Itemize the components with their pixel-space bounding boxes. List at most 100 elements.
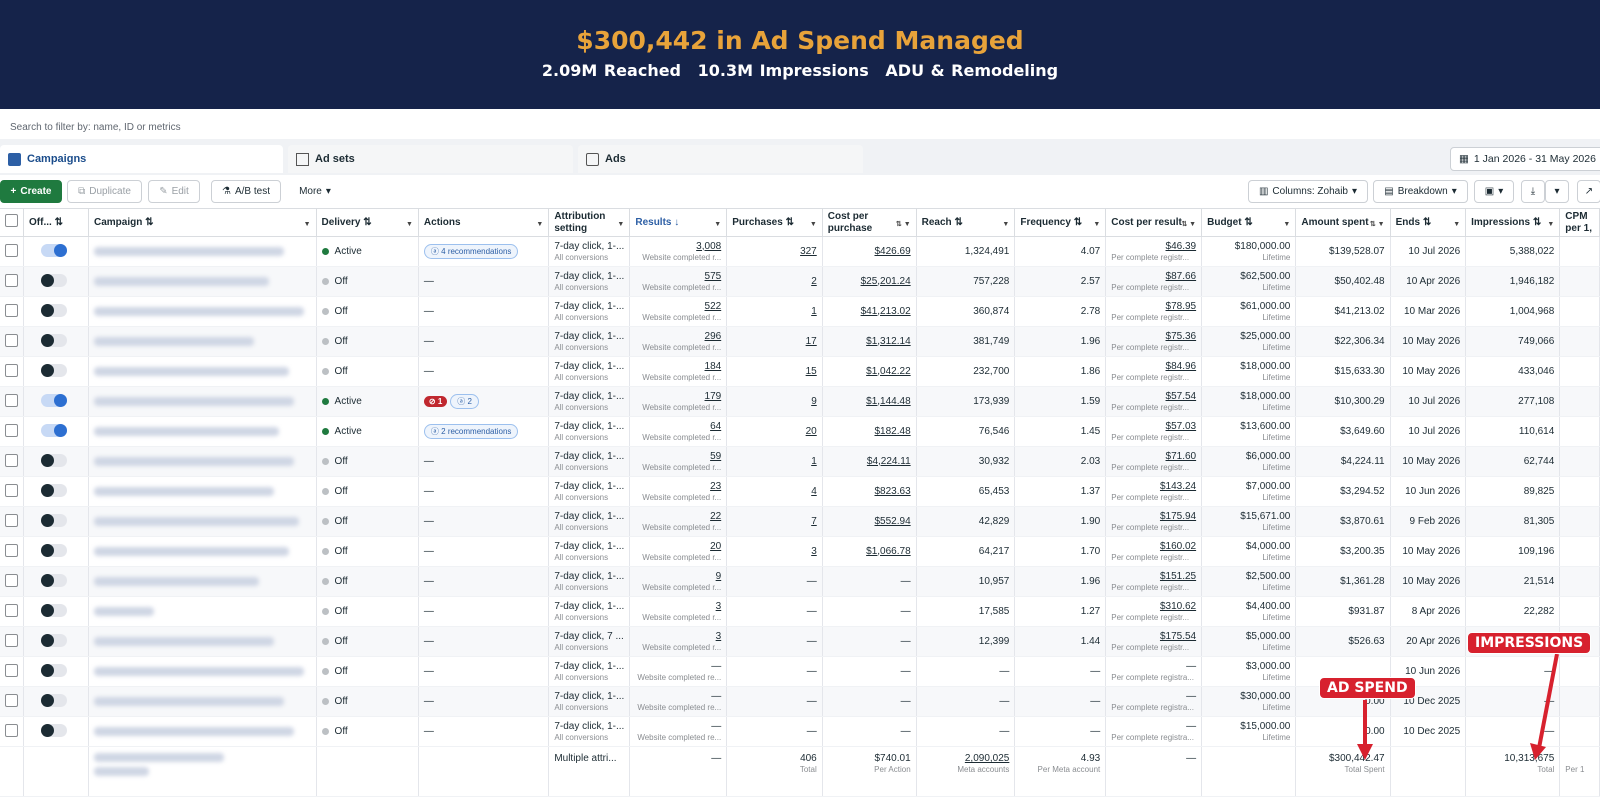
cpr-value[interactable]: $151.25 [1159, 570, 1197, 582]
row-toggle-cell[interactable] [23, 356, 89, 387]
col-reach[interactable]: Reach ⇅ ▼ [916, 208, 1016, 237]
col-menu-icon[interactable]: ▼ [1453, 221, 1461, 228]
campaign-toggle[interactable] [41, 303, 67, 317]
cpp-cell[interactable]: $1,066.78 [822, 536, 917, 567]
blurred-campaign-name[interactable] [93, 546, 289, 556]
col-menu-icon[interactable]: ▼ [405, 221, 413, 228]
row-toggle-cell[interactable] [23, 596, 89, 627]
row-checkbox-cell[interactable] [0, 356, 24, 387]
cpr-cell[interactable]: $143.24 Per complete registr... [1105, 476, 1203, 507]
campaign-name-cell[interactable] [88, 476, 317, 507]
col-cost-per-result[interactable]: Cost per result ⇅ ▼ [1105, 208, 1203, 237]
results-value[interactable]: 22 [710, 510, 722, 522]
col-ends[interactable]: Ends ⇅ ▼ [1390, 208, 1467, 237]
results-cell[interactable]: — Website completed re... [629, 656, 728, 687]
purchases-value[interactable]: — [806, 575, 817, 587]
cpr-cell[interactable]: — Per complete registra... [1105, 686, 1203, 717]
purchases-value[interactable]: — [806, 605, 817, 617]
cpr-value[interactable]: — [1186, 690, 1197, 702]
cpp-cell[interactable]: $552.94 [822, 506, 917, 537]
purchases-value[interactable]: — [806, 635, 817, 647]
export-button[interactable]: ⤓ [1521, 180, 1545, 203]
row-checkbox-cell[interactable] [0, 326, 24, 357]
results-value[interactable]: 522 [704, 300, 722, 312]
table-row[interactable]: Off —7-day click, 1-... All conversions — We… [0, 716, 1600, 747]
cpr-value[interactable]: $175.54 [1159, 630, 1197, 642]
purchases-cell[interactable]: 2 [726, 266, 823, 297]
row-checkbox[interactable] [5, 393, 18, 407]
cpr-value[interactable]: $57.54 [1165, 390, 1197, 402]
campaign-toggle[interactable] [41, 573, 67, 587]
blurred-campaign-name[interactable] [93, 696, 284, 706]
campaign-toggle[interactable] [41, 273, 67, 287]
row-checkbox[interactable] [5, 543, 18, 557]
purchases-cell[interactable]: — [726, 716, 823, 747]
campaign-name-cell[interactable] [88, 296, 317, 327]
row-toggle-cell[interactable] [23, 566, 89, 597]
cpr-cell[interactable]: $151.25 Per complete registr... [1105, 566, 1203, 597]
col-cost-per-purchase[interactable]: Cost per purchase ⇅ ▼ [822, 208, 917, 237]
cpr-cell[interactable]: $175.54 Per complete registr... [1105, 626, 1203, 657]
blurred-campaign-name[interactable] [93, 606, 154, 616]
campaign-name-cell[interactable] [88, 626, 317, 657]
campaign-name-cell[interactable] [88, 656, 317, 687]
results-value[interactable]: — [711, 660, 722, 672]
cpp-cell[interactable]: — [822, 656, 917, 687]
cpp-value[interactable]: $41,213.02 [860, 305, 911, 317]
cpr-value[interactable]: $71.60 [1165, 450, 1197, 462]
row-checkbox-cell[interactable] [0, 236, 24, 267]
col-menu-icon[interactable]: ▼ [809, 221, 817, 228]
col-menu-icon[interactable]: ▼ [1283, 221, 1291, 228]
tab-adsets[interactable]: Ad sets [288, 145, 573, 173]
col-amount-spent[interactable]: Amount spent ⇅ ▼ [1295, 208, 1391, 237]
purchases-cell[interactable]: 3 [726, 536, 823, 567]
row-checkbox-cell[interactable] [0, 566, 24, 597]
campaign-toggle[interactable] [41, 423, 67, 437]
cpp-cell[interactable]: $1,312.14 [822, 326, 917, 357]
campaign-name-cell[interactable] [88, 416, 317, 447]
purchases-cell[interactable]: — [726, 626, 823, 657]
purchases-value[interactable]: — [806, 725, 817, 737]
campaign-toggle[interactable] [41, 543, 67, 557]
campaign-name-cell[interactable] [88, 686, 317, 717]
col-menu-icon[interactable]: ▼ [1547, 221, 1555, 228]
blurred-campaign-name[interactable] [93, 576, 259, 586]
campaign-toggle[interactable] [41, 483, 67, 497]
cpr-cell[interactable]: $71.60 Per complete registr... [1105, 446, 1203, 477]
cpp-cell[interactable]: — [822, 596, 917, 627]
purchases-value[interactable]: — [806, 695, 817, 707]
row-checkbox-cell[interactable] [0, 446, 24, 477]
row-checkbox-cell[interactable] [0, 536, 24, 567]
reports-button[interactable]: ▣ ▾ [1474, 180, 1514, 203]
blurred-campaign-name[interactable] [93, 636, 274, 646]
col-cpm[interactable]: CPM per 1, [1559, 208, 1600, 237]
row-checkbox[interactable] [5, 723, 18, 737]
cpr-cell[interactable]: $75.36 Per complete registr... [1105, 326, 1203, 357]
row-checkbox[interactable] [5, 603, 18, 617]
row-toggle-cell[interactable] [23, 296, 89, 327]
campaign-name-cell[interactable] [88, 266, 317, 297]
results-value[interactable]: 179 [704, 390, 722, 402]
cpp-cell[interactable]: — [822, 686, 917, 717]
blurred-campaign-name[interactable] [93, 366, 289, 376]
col-menu-icon[interactable]: ▼ [536, 221, 544, 228]
cpp-value[interactable]: $182.48 [874, 425, 911, 437]
campaign-toggle[interactable] [41, 603, 67, 617]
results-cell[interactable]: 3,008 Website completed r... [629, 236, 728, 267]
blurred-campaign-name[interactable] [93, 306, 304, 316]
results-cell[interactable]: 9 Website completed r... [629, 566, 728, 597]
row-toggle-cell[interactable] [23, 326, 89, 357]
more-button[interactable]: More ▾ [290, 180, 340, 203]
row-checkbox[interactable] [5, 423, 18, 437]
purchases-cell[interactable]: 1 [726, 296, 823, 327]
row-toggle-cell[interactable] [23, 446, 89, 477]
results-cell[interactable]: — Website completed re... [629, 686, 728, 717]
results-value[interactable]: 20 [710, 540, 722, 552]
col-menu-icon[interactable]: ▼ [617, 221, 625, 228]
cpp-value[interactable]: $426.69 [874, 245, 911, 257]
cpp-value[interactable]: — [900, 605, 911, 617]
cpp-value[interactable]: — [900, 725, 911, 737]
row-checkbox[interactable] [5, 573, 18, 587]
cpr-value[interactable]: $87.66 [1165, 270, 1197, 282]
col-budget[interactable]: Budget ⇅ ▼ [1201, 208, 1297, 237]
